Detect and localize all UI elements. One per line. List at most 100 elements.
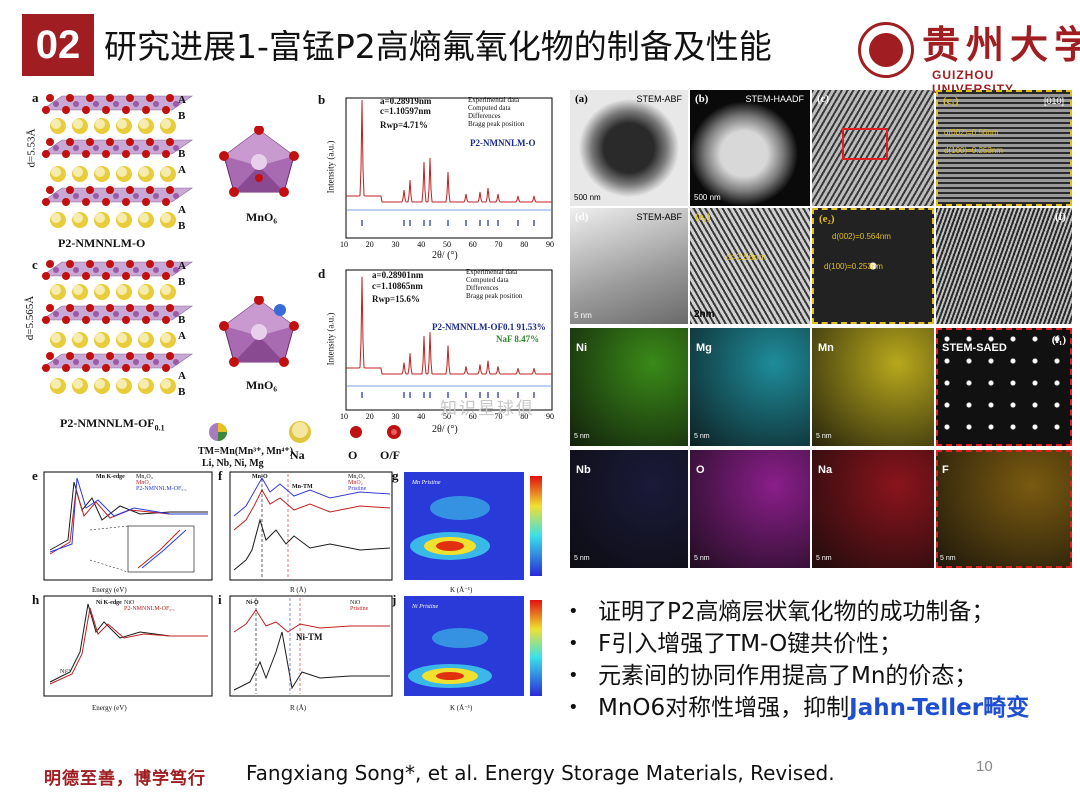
i-legend: NiO Pristine <box>350 600 369 612</box>
eds-map-label: STEM-SAED <box>942 342 1007 354</box>
micrograph-f1-label: (f₁) <box>1051 334 1066 346</box>
conclusion-item: • F引入增强了TM-O键共价性； <box>568 631 903 657</box>
i-tag2: Ni-TM <box>296 632 323 642</box>
f-xlabel: R (Å) <box>290 586 307 594</box>
conclusion-list: • 证明了P2高熵层状氧化物的成功制备； • F引入增强了TM-O键共价性； • 元素… <box>568 596 1073 724</box>
i-tag1: Ni-O <box>246 600 259 606</box>
legend-o: O <box>348 448 358 462</box>
panel-label-c: c <box>32 257 38 272</box>
layer-letter: A <box>178 94 186 106</box>
xrd-d-sample: P2-NMNNLM-OF0.1 91.53% <box>432 322 546 332</box>
eds-map-mn: Mn 5 nm <box>812 328 934 446</box>
tick-label: 60 <box>468 240 477 249</box>
panel-label-a: a <box>32 90 39 105</box>
eds-map-nb: Nb 5 nm <box>570 450 688 568</box>
xrd-chart-b <box>345 97 553 239</box>
university-seal-logo <box>858 22 914 78</box>
eds-map-label: Ni <box>576 342 587 354</box>
h-edge: Ni K-edge <box>96 600 122 606</box>
micrograph-c1: (c₁) [010] d(002)=0.56nm d(100)=0.253nm <box>936 90 1072 206</box>
tick-label: 20 <box>365 412 374 421</box>
layer-letter: B <box>178 220 186 232</box>
xrd-b-c: c=1.10597nm <box>380 106 431 116</box>
layer-letter: A <box>178 260 186 272</box>
h-xlabel: Energy (eV) <box>92 704 127 712</box>
micrograph-a: (a) STEM-ABF 500 nm <box>570 90 688 206</box>
layer-letter: B <box>178 110 186 122</box>
tick-label: 70 <box>494 240 503 249</box>
tick-label: 40 <box>417 240 426 249</box>
micrograph-f: (f) <box>936 208 1072 324</box>
panel-label-b: b <box>318 92 326 107</box>
eds-map-o: O 5 nm <box>690 450 810 568</box>
reference-citation: Fangxiang Song*, et al. Energy Storage M… <box>246 761 835 785</box>
panel-label-i: i <box>218 592 222 607</box>
xrd-b-sample: P2-NMNNLM-O <box>470 138 536 148</box>
conclusion-item: • 元素间的协同作用提高了Mn的价态； <box>568 663 978 689</box>
xrd-d-rwp: Rwp=15.6% <box>372 294 420 304</box>
xrd-b-rwp: Rwp=4.71% <box>380 120 428 130</box>
slide-title: 研究进展1-富锰P2高熵氟氧化物的制备及性能 <box>104 27 772 66</box>
xrd-b-legend: Experimental data Computed data Differen… <box>468 96 525 128</box>
eds-map-ni: Ni 5 nm <box>570 328 688 446</box>
tick-label: 30 <box>391 240 400 249</box>
h-legend: NiO P2-NMNNLM-OF₀.₁ <box>124 600 176 612</box>
eds-map-label: Mn <box>818 342 834 354</box>
tick-label: 70 <box>494 412 503 421</box>
layer-letter: A <box>178 330 186 342</box>
micrograph-e1: (e₁) d=2.56nm 2nm <box>690 208 810 324</box>
eds-map-stem-saed: STEM-SAED (f₁) <box>936 328 1072 446</box>
tick-label: 60 <box>468 412 477 421</box>
layer-letter: B <box>178 276 186 288</box>
i-xlabel: R (Å) <box>290 704 307 712</box>
xrd-chart-d <box>345 269 553 411</box>
panel-label-e: e <box>32 468 38 483</box>
conclusion-item: • MnO6对称性增强，抑制Jahn-Teller畸变 <box>568 695 1030 721</box>
panel-label-j: j <box>392 592 397 607</box>
section-number-badge: 02 <box>22 14 94 76</box>
scale-bar-label: 5 nm <box>694 555 710 562</box>
micrograph-b: (b) STEM-HAADF 500 nm <box>690 90 810 206</box>
e-edge: Mn K-edge <box>96 474 125 480</box>
g-inset: Mn Pristine <box>412 480 441 486</box>
xas-spectra-row-2 <box>43 595 542 697</box>
eds-map-label: Nb <box>576 464 591 476</box>
mno6-octahedron-1 <box>219 126 299 197</box>
xrd-d-xticks: 10 20 30 40 50 60 70 80 90 <box>340 412 554 424</box>
xrd-d-legend: Experimental data Computed data Differen… <box>466 268 523 300</box>
h-annotation: Ni²⁺ <box>60 669 71 675</box>
panel-label-h: h <box>32 592 40 607</box>
e-xlabel: Energy (eV) <box>92 586 127 594</box>
mno6-octahedron-2 <box>219 296 299 367</box>
page-number: 10 <box>976 758 993 775</box>
tick-label: 50 <box>443 240 451 249</box>
tick-label: 30 <box>391 412 400 421</box>
conclusion-item: • 证明了P2高熵层状氧化物的成功制备； <box>568 599 995 625</box>
structure-name-o: P2-NMNNLM-O <box>58 236 146 250</box>
crystal-structure-of <box>41 260 193 394</box>
xrd-d-ylabel: Intensity (a.u.) <box>325 312 336 366</box>
tick-label: 20 <box>365 240 374 249</box>
j-xlabel: K (Å⁻¹) <box>450 704 473 712</box>
scale-bar-label: 5 nm <box>816 555 832 562</box>
tick-label: 10 <box>340 412 348 421</box>
scale-bar-label: 5 nm <box>574 433 590 440</box>
g-xlabel: K (Å⁻¹) <box>450 586 473 594</box>
eds-maps-grid: Ni 5 nm Mg 5 nm Mn 5 nm STEM-SAED (f₁) Nb 5 nm O 5 … <box>570 328 1074 570</box>
legend-tm: TM=Mn(Mn³⁺, Mn⁴⁺) <box>198 446 294 457</box>
scale-bar-label: 5 nm <box>574 555 590 562</box>
layer-letter: A <box>178 370 186 382</box>
e-legend: Mn₂O₃ MnO₂ P2-NMNNLM-OF₀.₁ <box>136 474 188 492</box>
xrd-d-naf: NaF 8.47% <box>496 334 540 344</box>
d-spacing-1: d=5.53Å <box>25 128 38 168</box>
eds-map-na: Na 5 nm <box>812 450 934 568</box>
scale-bar-label: 5 nm <box>940 555 956 562</box>
layer-letter: A <box>178 204 186 216</box>
eds-map-label: F <box>942 464 949 476</box>
tick-label: 90 <box>546 240 554 249</box>
panel-label-g: g <box>392 468 399 483</box>
eds-map-label: Mg <box>696 342 712 354</box>
j-inset: Ni Pristine <box>412 604 439 610</box>
university-name-cn: 贵州大学 <box>922 22 1080 67</box>
tick-label: 10 <box>340 240 348 249</box>
